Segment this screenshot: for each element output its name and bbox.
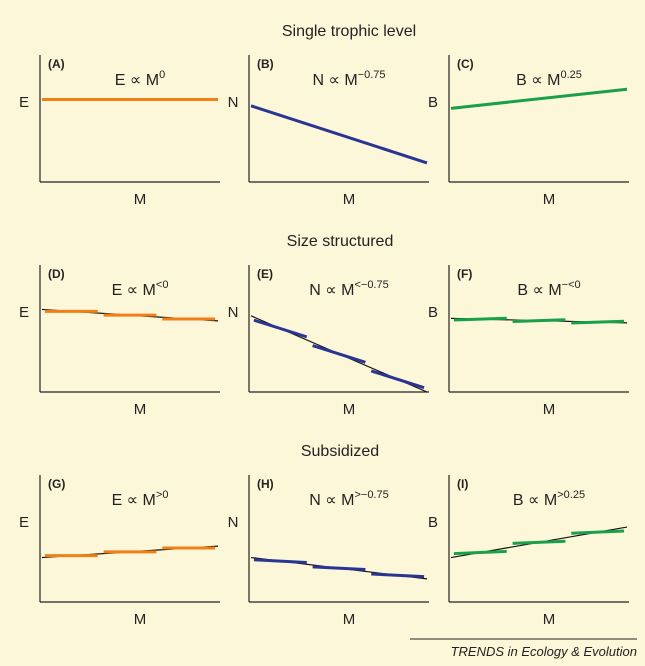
- panel-f: (F) B ∝ M−<0 B M: [428, 265, 629, 418]
- panel-formula: N ∝ M−0.75: [312, 69, 385, 89]
- panel-d: (D) E ∝ M<0 E M: [19, 265, 220, 418]
- panel-formula: B ∝ M−<0: [517, 279, 580, 299]
- segment-line: [370, 369, 425, 390]
- x-axis-label: M: [134, 401, 147, 418]
- y-axis-label: B: [428, 304, 438, 321]
- panel-label: (H): [257, 477, 274, 491]
- panel-formula: N ∝ M>−0.75: [309, 489, 388, 509]
- panel-formula: E ∝ M<0: [112, 279, 169, 299]
- x-axis-label: M: [343, 611, 356, 628]
- x-axis-label: M: [343, 191, 356, 208]
- panel-formula: E ∝ M0: [115, 69, 165, 89]
- x-axis-label: M: [543, 191, 556, 208]
- y-axis-label: N: [228, 304, 239, 321]
- y-axis-label: N: [228, 94, 239, 111]
- segment-line: [512, 539, 566, 545]
- panel-label: (A): [48, 57, 65, 71]
- y-axis-label: E: [19, 514, 29, 531]
- segment-line: [453, 316, 507, 322]
- segment-line: [512, 318, 566, 324]
- panel-formula: N ∝ M<−0.75: [309, 279, 388, 299]
- y-axis-label: N: [228, 514, 239, 531]
- panel-g: (G) E ∝ M>0 E M: [19, 475, 220, 628]
- section-title-subsidized: Subsidized: [301, 443, 379, 460]
- x-axis-label: M: [134, 611, 147, 628]
- segment-line: [253, 318, 308, 339]
- panel-h: (H) N ∝ M>−0.75 N M: [228, 475, 429, 628]
- panel-i: (I) B ∝ M>0.25 B M: [428, 475, 629, 628]
- panel-label: (D): [48, 267, 65, 281]
- y-axis-label: E: [19, 304, 29, 321]
- panel-label: (B): [257, 57, 274, 71]
- y-axis-label: B: [428, 514, 438, 531]
- x-axis-label: M: [543, 611, 556, 628]
- panel-formula: B ∝ M0.25: [516, 69, 582, 89]
- segment-line: [571, 319, 625, 325]
- panel-a: (A) E ∝ M0 E M: [19, 55, 220, 208]
- segment-line: [253, 558, 307, 564]
- section-title-structured: Size structured: [287, 233, 394, 250]
- x-axis-label: M: [343, 401, 356, 418]
- panel-label: (F): [457, 267, 472, 281]
- y-axis-label: E: [19, 94, 29, 111]
- panel-label: (I): [457, 477, 468, 491]
- panel-e: (E) N ∝ M<−0.75 N M: [228, 265, 429, 418]
- panel-formula: B ∝ M>0.25: [513, 489, 585, 509]
- x-axis-label: M: [543, 401, 556, 418]
- section-title-single: Single trophic level: [282, 23, 416, 40]
- segment-line: [312, 565, 366, 572]
- segment-line: [571, 529, 625, 535]
- segment-line: [453, 549, 507, 556]
- credit-text: TRENDS in Ecology & Evolution: [451, 644, 637, 659]
- segment-line: [371, 572, 425, 579]
- panel-label: (G): [48, 477, 65, 491]
- panels-group: (A) E ∝ M0 E M (B) N ∝ M−0.75 N M (C) B ∝ M0.25 B M…: [19, 55, 629, 628]
- trend-line: [250, 104, 428, 165]
- panel-label: (E): [257, 267, 273, 281]
- trend-line: [450, 87, 628, 110]
- x-axis-label: M: [134, 191, 147, 208]
- segment-line: [312, 344, 366, 364]
- panel-b: (B) N ∝ M−0.75 N M: [228, 55, 429, 208]
- panel-label: (C): [457, 57, 474, 71]
- panel-c: (C) B ∝ M0.25 B M: [428, 55, 629, 208]
- panel-formula: E ∝ M>0: [112, 489, 169, 509]
- y-axis-label: B: [428, 94, 438, 111]
